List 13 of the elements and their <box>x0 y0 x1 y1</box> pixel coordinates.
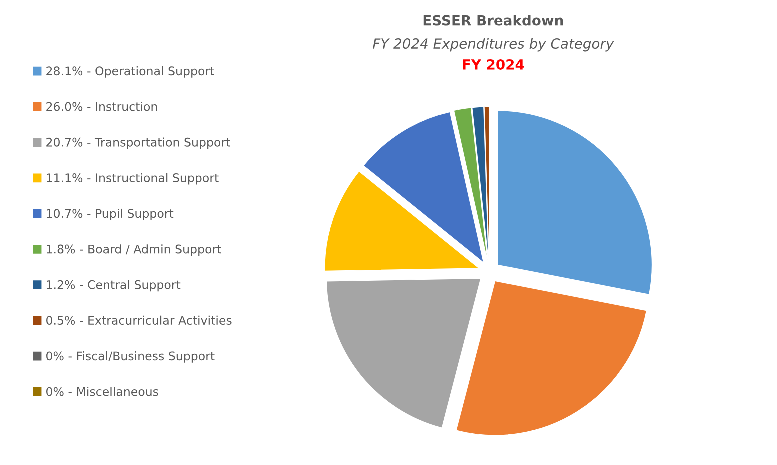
legend-label: 0% - Fiscal/Business Support <box>46 351 215 363</box>
text: FY 2024 <box>463 59 524 70</box>
chart-subtitle: FY 2024 Expenditures by Category <box>373 38 614 52</box>
legend-label: 11.1% - Instructional Support <box>47 173 219 185</box>
legend-label: 1.8% - Board / Admin Support <box>47 244 222 256</box>
legend-label: 0.5% - Extracurricular Activities <box>46 316 232 325</box>
chart-title: ESSER Breakdown <box>424 15 564 26</box>
legend-label: 0% - Miscellaneous <box>46 387 158 396</box>
legend-label: 1.2% - Central Support <box>47 280 181 292</box>
legend-label: 26.0% - Instruction <box>46 102 158 112</box>
legend-label: 20.7% - Transportation Support <box>46 138 230 150</box>
legend-label: 28.1% - Operational Support <box>46 66 214 78</box>
legend-label: 10.7% - Pupil Support <box>47 208 174 220</box>
